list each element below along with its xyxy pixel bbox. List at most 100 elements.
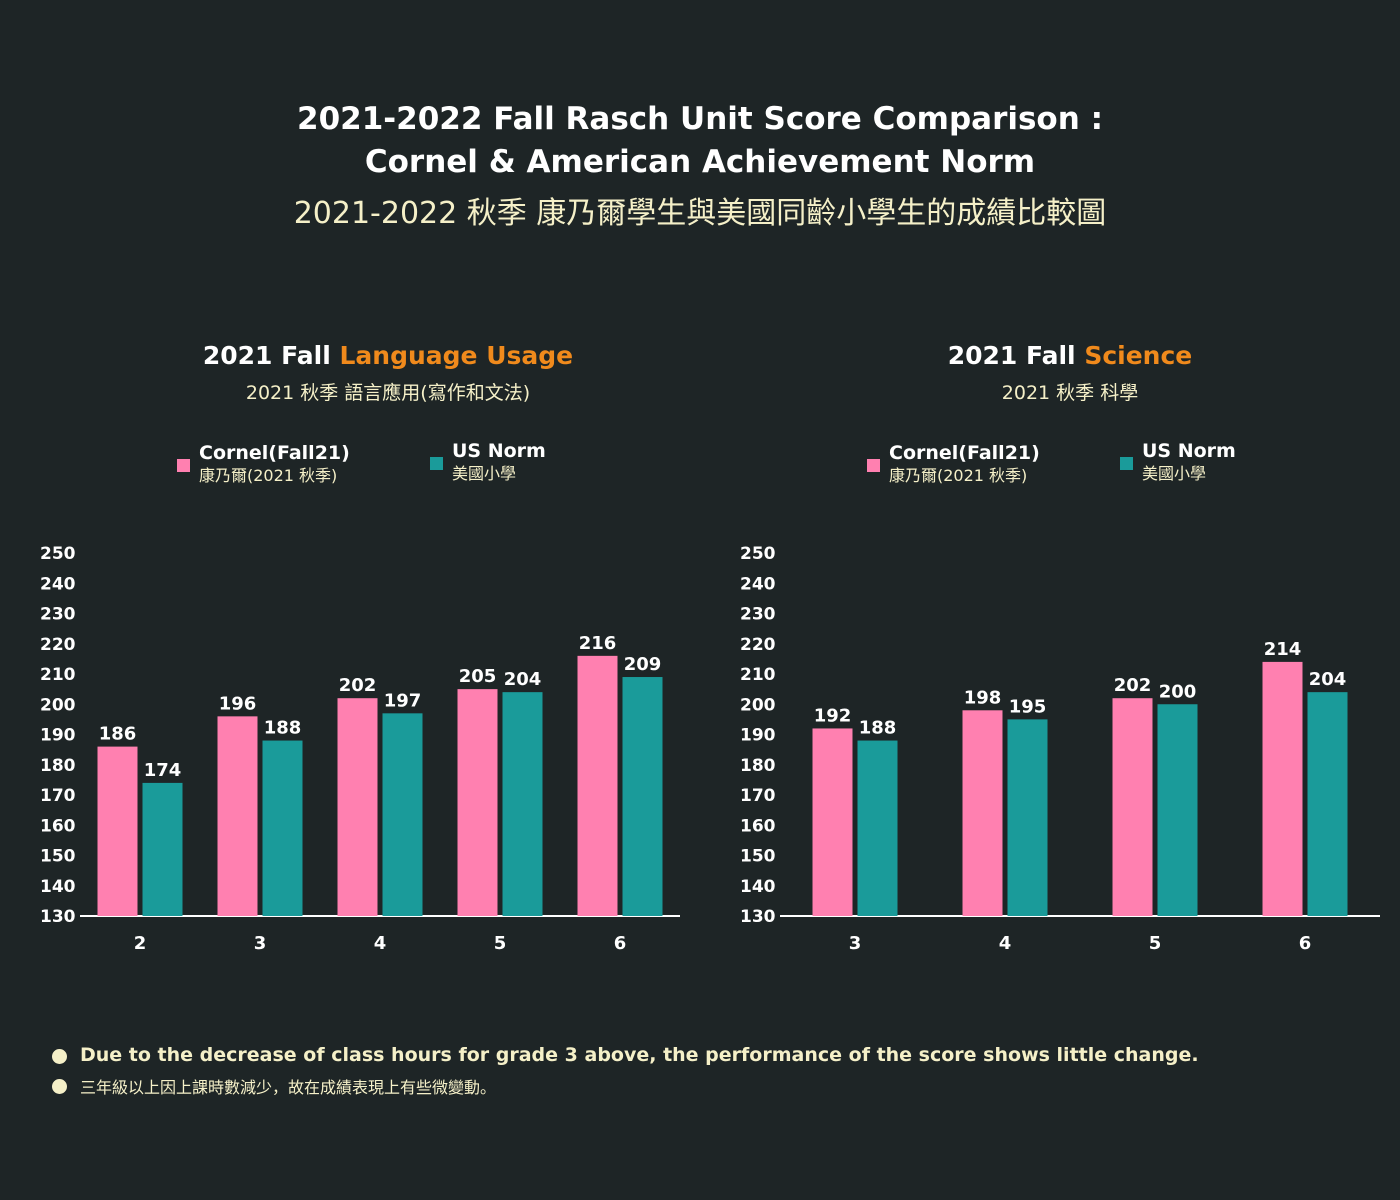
chart2-data-label-usnorm-3: 188 [859, 718, 897, 739]
chart1-ytick-240: 240 [40, 574, 76, 594]
bullet-icon [52, 1079, 67, 1094]
chart1-ytick-190: 190 [40, 726, 76, 746]
chart1-data-label-cornel-5: 205 [459, 666, 497, 687]
chart2-legend-cornel-label-zh: 康乃爾(2021 秋季) [889, 466, 1028, 485]
chart2-legend-cornel-label: Cornel(Fall21) [889, 442, 1040, 464]
main-subtitle: 2021-2022 秋季 康乃爾學生與美國同齡小學生的成績比較圖 [293, 196, 1107, 231]
chart2-bar-usnorm-4 [1007, 719, 1048, 916]
chart2-data-label-cornel-6: 214 [1264, 639, 1302, 660]
chart2-ytick-220: 220 [740, 635, 776, 655]
chart2-ytick-190: 190 [740, 726, 776, 746]
chart1-data-label-cornel-6: 216 [579, 633, 617, 654]
chart2-data-label-cornel-3: 192 [814, 705, 852, 726]
chart1-data-label-usnorm-5: 204 [504, 669, 542, 690]
chart1-plot: 250 240 230 220 210 200 190 180 170 160 150 140 130 1… [40, 544, 680, 954]
main-title-line2: Cornel & American Achievement Norm [364, 144, 1036, 180]
chart2-bar-usnorm-3 [857, 740, 898, 916]
chart2-ytick-200: 200 [740, 695, 776, 715]
chart1-data-label-usnorm-4: 197 [384, 690, 422, 711]
note-chinese: 三年級以上因上課時數減少，故在成績表現上有些微變動。 [50, 1074, 1199, 1104]
chart2-data-label-cornel-5: 202 [1114, 675, 1152, 696]
chart1-bar-usnorm-2 [142, 782, 183, 916]
chart1-header: 2021 Fall Language Usage 2021 秋季 語言應用(寫作… [78, 340, 698, 405]
chart1-ytick-230: 230 [40, 605, 76, 625]
chart2-ytick-230: 230 [740, 605, 776, 625]
chart1-ytick-170: 170 [40, 786, 76, 806]
chart1-bar-cornel-6 [577, 655, 618, 916]
chart1-ytick-250: 250 [40, 544, 76, 564]
chart1-xtick-5: 5 [494, 933, 507, 954]
chart1-bar-usnorm-3 [262, 740, 303, 916]
chart2-title-prefix: 2021 Fall [947, 341, 1085, 370]
chart2-legend-usnorm-label: US Norm [1142, 440, 1236, 462]
main-title-line1: 2021-2022 Fall Rasch Unit Score Comparis… [297, 101, 1103, 137]
chart2-data-label-cornel-4: 198 [964, 687, 1002, 708]
chart2-xtick-5: 5 [1149, 933, 1162, 954]
chart2-ytick-180: 180 [740, 756, 776, 776]
chart1-title-highlight: Language Usage [339, 341, 574, 370]
chart2-ytick-160: 160 [740, 816, 776, 836]
chart1-xtick-3: 3 [254, 933, 267, 954]
chart1-data-label-usnorm-2: 174 [144, 760, 182, 781]
chart1-bar-cornel-5 [457, 689, 498, 916]
chart2-header: 2021 Fall Science 2021 秋季 科學 [760, 340, 1380, 405]
chart2-legend-usnorm-swatch [1120, 457, 1133, 470]
chart2-data-label-usnorm-4: 195 [1009, 696, 1047, 717]
bullet-icon [52, 1049, 67, 1064]
chart1-legend-usnorm-label-zh: 美國小學 [452, 464, 517, 483]
chart1-xtick-6: 6 [614, 933, 627, 954]
notes: Due to the decrease of class hours for g… [50, 1044, 1199, 1104]
chart1-bar-cornel-2 [97, 746, 138, 916]
chart1-data-label-usnorm-3: 188 [264, 718, 302, 739]
chart2-ytick-130: 130 [740, 907, 776, 927]
chart1-data-label-cornel-3: 196 [219, 693, 257, 714]
chart2-plot: 250 240 230 220 210 200 190 180 170 160 150 140 130 1… [740, 544, 1380, 954]
chart1-data-label-usnorm-6: 209 [624, 654, 662, 675]
chart1-title: 2021 Fall Language Usage [78, 340, 698, 372]
chart1-legend-cornel-label-zh: 康乃爾(2021 秋季) [199, 466, 338, 485]
chart2-bar-usnorm-6 [1307, 692, 1348, 916]
chart1-legend-cornel-swatch [177, 459, 190, 472]
chart1-title-prefix: 2021 Fall [202, 341, 340, 370]
chart2-ytick-170: 170 [740, 786, 776, 806]
main-title: 2021-2022 Fall Rasch Unit Score Comparis… [0, 98, 1400, 184]
chart2-ytick-140: 140 [740, 877, 776, 897]
chart2-ytick-240: 240 [740, 574, 776, 594]
chart2-legend-cornel-swatch [867, 459, 880, 472]
chart1-bar-usnorm-6 [622, 677, 663, 916]
chart1-legend-cornel-label: Cornel(Fall21) [199, 442, 350, 464]
chart1-bar-cornel-4 [337, 698, 378, 916]
chart1-ytick-140: 140 [40, 877, 76, 897]
note-chinese-text: 三年級以上因上課時數減少，故在成績表現上有些微變動。 [80, 1078, 497, 1097]
chart1-xtick-4: 4 [374, 933, 387, 954]
chart1-legend-usnorm-swatch [430, 457, 443, 470]
note-english-text: Due to the decrease of class hours for g… [80, 1044, 1199, 1066]
chart2-title: 2021 Fall Science [760, 340, 1380, 372]
chart2-bar-cornel-6 [1262, 661, 1303, 916]
chart2-data-label-usnorm-6: 204 [1309, 669, 1347, 690]
chart1-bar-cornel-3 [217, 716, 258, 916]
chart1-legend-usnorm-label: US Norm [452, 440, 546, 462]
chart1-ytick-130: 130 [40, 907, 76, 927]
chart1-data-label-cornel-4: 202 [339, 675, 377, 696]
chart2-subtitle: 2021 秋季 科學 [1001, 382, 1139, 404]
chart1-ytick-220: 220 [40, 635, 76, 655]
chart2-xtick-4: 4 [999, 933, 1012, 954]
chart1-ytick-180: 180 [40, 756, 76, 776]
chart1-ytick-150: 150 [40, 847, 76, 867]
chart1-data-label-cornel-2: 186 [99, 724, 137, 745]
chart2-bar-usnorm-5 [1157, 704, 1198, 916]
chart2-bar-cornel-5 [1112, 698, 1153, 916]
chart2-bar-cornel-3 [812, 728, 853, 916]
chart1-xtick-2: 2 [134, 933, 147, 954]
chart2-ytick-150: 150 [740, 847, 776, 867]
chart2-title-highlight: Science [1084, 341, 1193, 370]
chart2-bar-cornel-4 [962, 710, 1003, 916]
chart1-ytick-200: 200 [40, 695, 76, 715]
chart1-bar-usnorm-4 [382, 713, 423, 916]
chart2-ytick-250: 250 [740, 544, 776, 564]
chart2-legend-usnorm-label-zh: 美國小學 [1142, 464, 1207, 483]
note-english: Due to the decrease of class hours for g… [50, 1044, 1199, 1074]
chart1-bar-usnorm-5 [502, 692, 543, 916]
chart2-ytick-210: 210 [740, 665, 776, 685]
